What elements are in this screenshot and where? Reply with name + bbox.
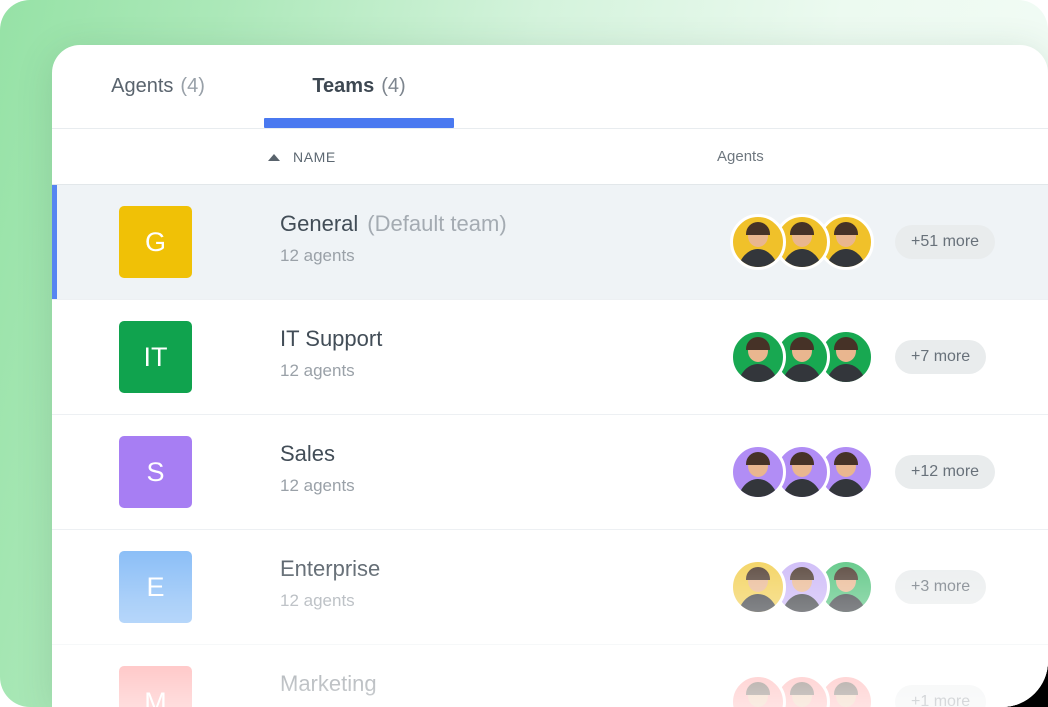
team-initials-avatar: IT (119, 321, 192, 393)
more-agents-badge[interactable]: +1 more (895, 685, 987, 707)
agent-avatar (730, 559, 786, 615)
team-name-block: Marketing (280, 671, 377, 697)
avatar-shoulders (825, 594, 867, 612)
agent-avatar-stack (730, 559, 874, 615)
avatar-hair (834, 222, 858, 235)
avatar-hair (746, 682, 770, 695)
teams-panel: Agents (4) Teams (4) NAME Agents G Gener… (52, 45, 1048, 707)
avatar-hair (790, 567, 814, 580)
active-tab-underline (264, 118, 454, 128)
avatar-hair (834, 337, 858, 350)
team-agent-count: 12 agents (280, 591, 355, 610)
tab-agents-count: (4) (180, 75, 205, 97)
teams-list: G General (Default team) 12 agents +51 mo… (52, 185, 1048, 707)
avatar-hair (790, 222, 814, 235)
agent-avatar (774, 329, 830, 385)
agent-avatar (730, 444, 786, 500)
agent-avatar (818, 444, 874, 500)
avatar-shoulders (825, 479, 867, 497)
agent-avatar-stack (730, 329, 874, 385)
team-row[interactable]: IT IT Support 12 agents +7 more (52, 300, 1048, 415)
avatar-hair (746, 337, 770, 350)
team-initials-avatar: M (119, 666, 192, 707)
tab-teams-count: (4) (381, 75, 406, 97)
team-name: IT Support (280, 326, 383, 351)
avatar-shoulders (781, 364, 823, 382)
avatar-shoulders (737, 594, 779, 612)
team-initials-avatar: E (119, 551, 192, 623)
tab-teams-label: Teams (312, 75, 375, 97)
avatar-shoulders (825, 249, 867, 267)
avatar-shoulders (737, 364, 779, 382)
tab-agents-label: Agents (111, 75, 174, 97)
agent-avatar (730, 329, 786, 385)
team-agent-count: 12 agents (280, 361, 355, 380)
avatar-shoulders (781, 479, 823, 497)
avatar-shoulders (825, 364, 867, 382)
team-name: Marketing (280, 671, 377, 696)
avatar-hair (834, 452, 858, 465)
agent-avatar (730, 674, 786, 707)
team-row[interactable]: G General (Default team) 12 agents +51 mo… (52, 185, 1048, 300)
column-header-name[interactable]: NAME (293, 149, 336, 165)
team-name-block: Sales 12 agents (280, 441, 355, 496)
avatar-shoulders (781, 594, 823, 612)
team-name: General (280, 211, 359, 236)
column-header-agents: Agents (717, 148, 764, 165)
avatar-hair (790, 337, 814, 350)
tabs-bar: Agents (4) Teams (4) (52, 45, 1048, 129)
more-agents-badge[interactable]: +12 more (895, 455, 996, 489)
tab-agents[interactable]: Agents (4) (52, 45, 264, 128)
tab-teams[interactable]: Teams (4) (264, 45, 454, 128)
team-name: Enterprise (280, 556, 381, 581)
sort-ascending-icon (268, 154, 280, 161)
team-name-suffix: (Default team) (367, 211, 507, 236)
avatar-shoulders (781, 249, 823, 267)
team-row[interactable]: E Enterprise 12 agents +3 more (52, 530, 1048, 645)
avatar-hair (746, 567, 770, 580)
avatar-hair (746, 222, 770, 235)
team-agent-count: 12 agents (280, 246, 355, 265)
team-name-block: General (Default team) 12 agents (280, 211, 507, 266)
team-name-block: Enterprise 12 agents (280, 556, 380, 611)
avatar-shoulders (737, 249, 779, 267)
team-initials-avatar: S (119, 436, 192, 508)
avatar-hair (834, 567, 858, 580)
agent-avatar-stack (730, 214, 874, 270)
agent-avatar-stack (730, 444, 874, 500)
avatar-hair (790, 452, 814, 465)
avatar-hair (790, 682, 814, 695)
table-header: NAME Agents (52, 129, 1048, 185)
team-row[interactable]: M Marketing +1 more (52, 645, 1048, 707)
team-agent-count: 12 agents (280, 476, 355, 495)
team-name: Sales (280, 441, 336, 466)
more-agents-badge[interactable]: +3 more (895, 570, 987, 604)
avatar-hair (746, 452, 770, 465)
agent-avatar-stack (730, 674, 874, 707)
avatar-shoulders (737, 479, 779, 497)
agent-avatar (730, 214, 786, 270)
team-row[interactable]: S Sales 12 agents +12 more (52, 415, 1048, 530)
avatar-hair (834, 682, 858, 695)
more-agents-badge[interactable]: +7 more (895, 340, 987, 374)
team-name-block: IT Support 12 agents (280, 326, 382, 381)
more-agents-badge[interactable]: +51 more (895, 225, 996, 259)
team-initials-avatar: G (119, 206, 192, 278)
